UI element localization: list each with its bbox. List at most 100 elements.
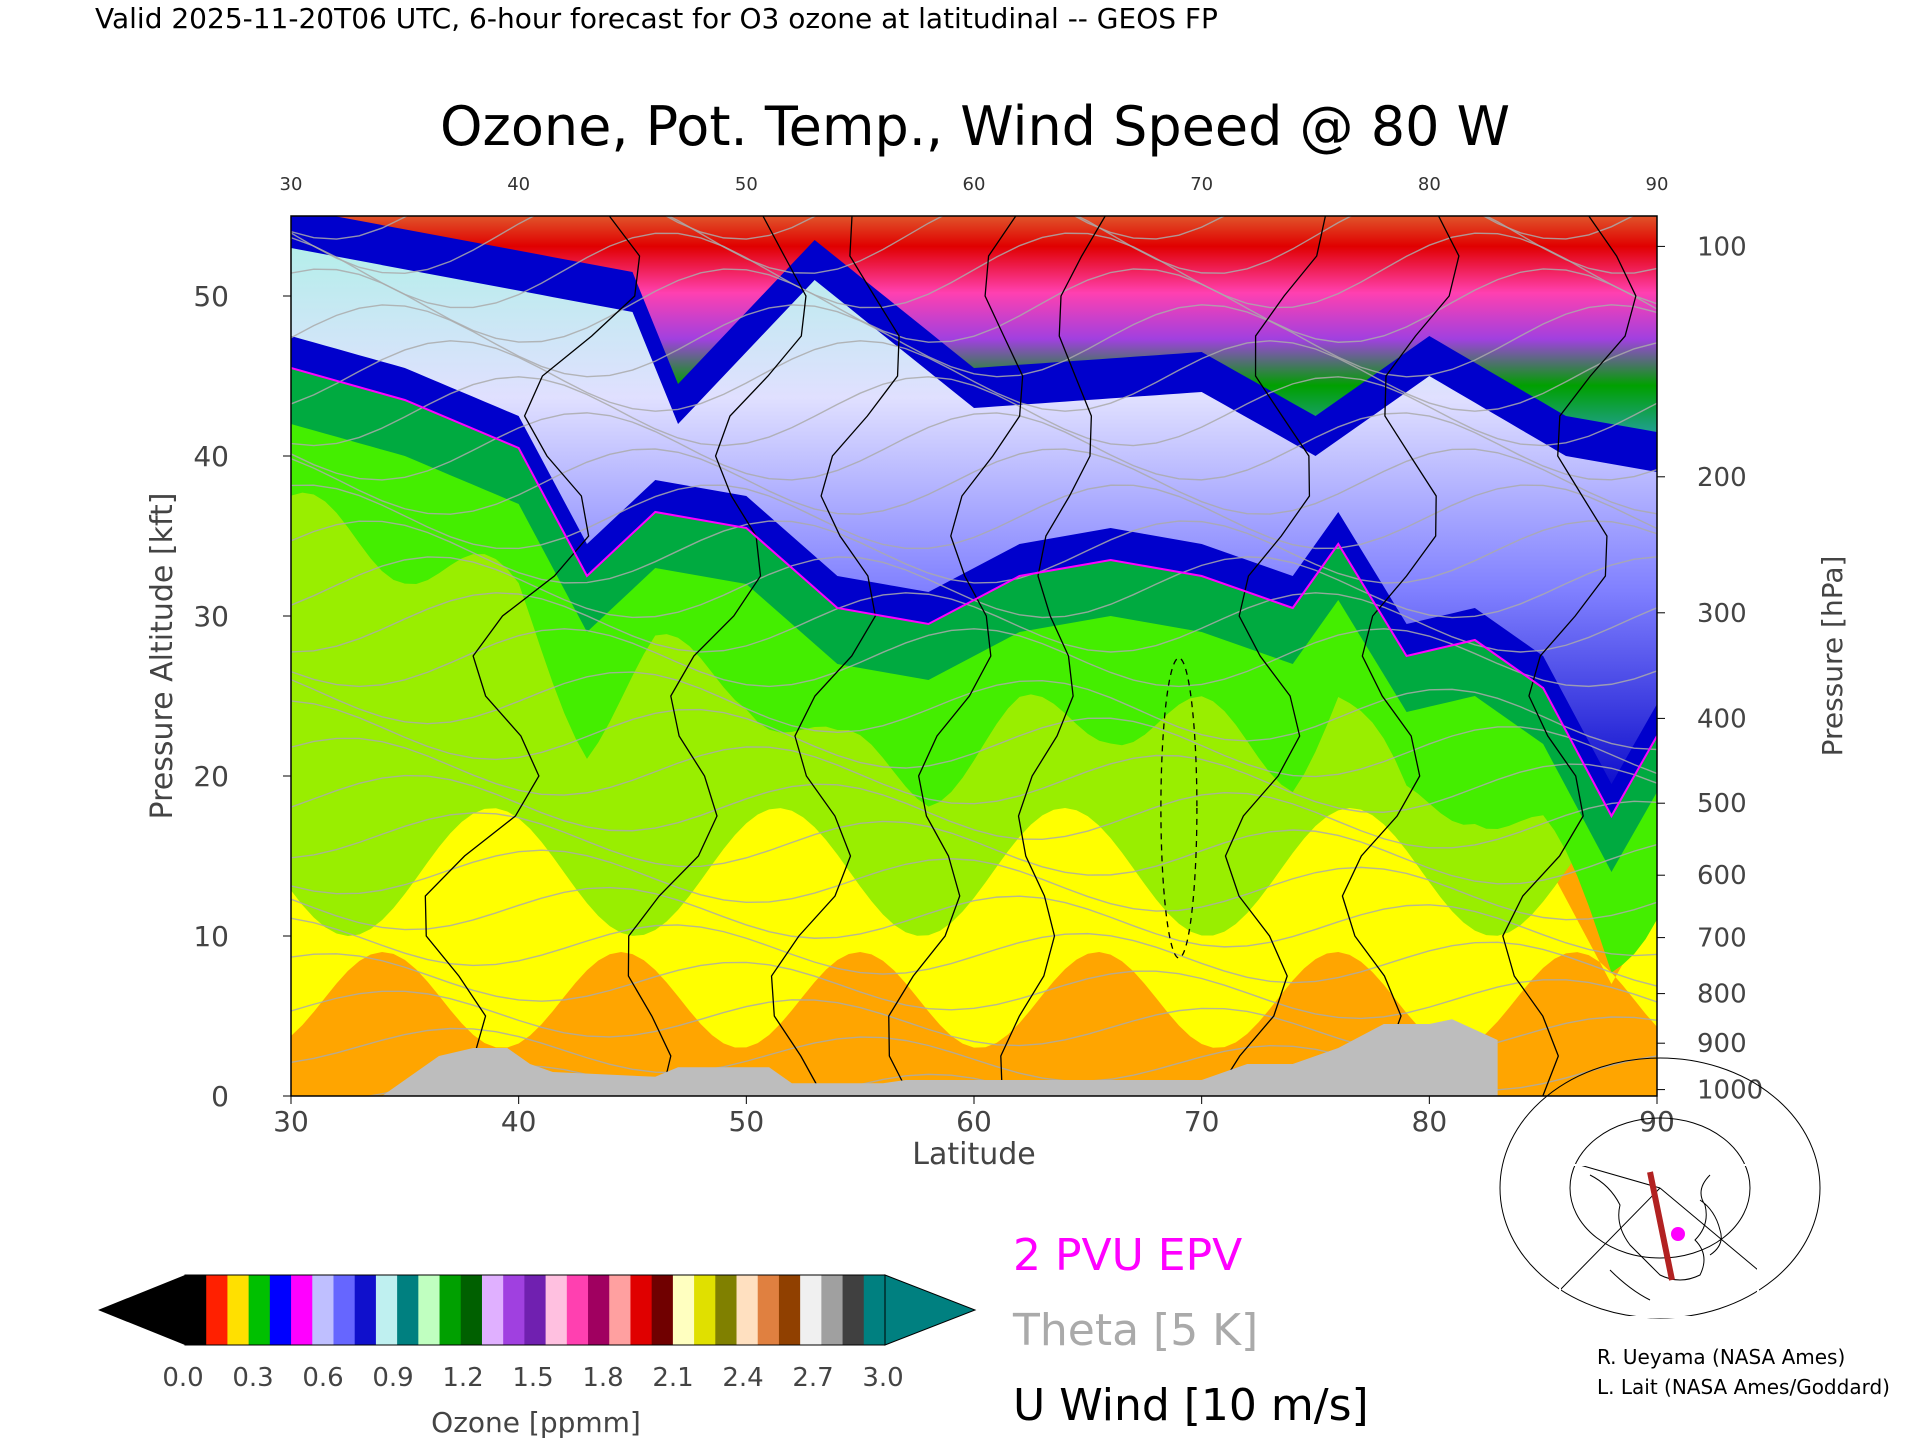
y-tick-label: 10 — [193, 920, 229, 953]
epv-2pvu-line — [291, 367, 1657, 819]
theta-contour — [291, 304, 1657, 378]
top-tick-label: 70 — [1190, 174, 1213, 195]
pressure-tick-label: 100 — [1697, 232, 1747, 262]
colorbar-tick-label: 0.9 — [372, 1363, 413, 1393]
top-tick-label: 80 — [1418, 174, 1441, 195]
pressure-tick-label: 400 — [1697, 704, 1747, 734]
uwind-contour — [888, 216, 1024, 1096]
pressure-tick-label: 600 — [1697, 861, 1747, 891]
x-tick-label: 40 — [501, 1105, 537, 1138]
colorbar-segment — [418, 1275, 441, 1345]
colorbar-tick-label: 2.7 — [792, 1363, 833, 1393]
top-axis: 30 40 50 60 70 80 90 — [280, 174, 1669, 195]
uwind-contour — [1213, 216, 1327, 1096]
colorbar-segments — [184, 1274, 886, 1346]
theta-contour — [291, 671, 1657, 751]
top-tick-label: 90 — [1646, 174, 1669, 195]
y-tick-label: 20 — [193, 760, 229, 793]
colorbar-segment — [800, 1275, 822, 1345]
uwind-contour — [770, 216, 900, 1096]
valid-time-header: Valid 2025-11-20T06 UTC, 6-hour forecast… — [95, 2, 1218, 35]
theta-contour — [291, 232, 1657, 309]
colorbar-tick-label: 1.8 — [582, 1363, 623, 1393]
colorbar-tick-label: 3.0 — [862, 1363, 903, 1393]
ozone-band-tropopause — [291, 328, 1657, 816]
left-axis: 0 10 20 30 40 50 — [193, 280, 291, 1113]
colorbar-segment — [842, 1275, 865, 1345]
colorbar-tick-labels: 0.0 0.3 0.6 0.9 1.2 1.5 1.8 2.1 2.4 2.7 3.0 — [162, 1363, 903, 1393]
colorbar-segment — [312, 1275, 334, 1345]
top-tick-label: 50 — [735, 174, 758, 195]
pressure-tick-label: 1000 — [1697, 1076, 1763, 1106]
map-location-marker — [1671, 1227, 1685, 1241]
map-latitude-circle-inner — [1569, 1117, 1751, 1259]
pressure-tick-label: 200 — [1697, 463, 1747, 493]
x-tick-label: 60 — [956, 1105, 992, 1138]
colorbar-tick-label: 1.2 — [442, 1363, 483, 1393]
legend: 2 PVU EPV Theta [5 K] U Wind [10 m/s] — [1012, 1230, 1369, 1431]
pressure-tick-label: 500 — [1697, 789, 1747, 819]
map-meridian-1 — [1559, 1187, 1661, 1291]
theta-contour — [291, 628, 1657, 688]
theta-contour — [291, 592, 1657, 653]
colorbar-tick-label: 2.1 — [652, 1363, 693, 1393]
x-tick-label: 90 — [1639, 1105, 1675, 1138]
colorbar-label: Ozone [ppmm] — [431, 1406, 641, 1439]
theta-contour — [291, 849, 1657, 921]
colorbar-segment — [206, 1275, 228, 1345]
uwind-contour — [424, 216, 641, 1096]
colorbar-segment — [630, 1275, 653, 1345]
theta-contour — [291, 700, 1657, 778]
y-tick-label: 50 — [193, 280, 229, 313]
theta-contour — [291, 812, 1657, 885]
pressure-tick-label: 800 — [1697, 980, 1747, 1010]
uwind-contour — [1000, 216, 1106, 1096]
map-coastlines — [1589, 1174, 1722, 1301]
colorbar-tick-label: 1.5 — [512, 1363, 553, 1393]
colorbar-segment — [460, 1275, 483, 1345]
theta-contour — [291, 448, 1657, 515]
y-tick-label: 30 — [193, 600, 229, 633]
colorbar-segment — [757, 1275, 780, 1345]
x-axis: 30 40 50 60 70 80 90 — [273, 1096, 1675, 1138]
ozone-band-tropopause-green — [291, 360, 1657, 872]
theta-contour — [291, 737, 1657, 813]
colorbar-segment — [481, 1275, 504, 1345]
pressure-tick-label: 700 — [1697, 924, 1747, 954]
colorbar-segment — [566, 1275, 589, 1345]
y-tick-label: 40 — [193, 440, 229, 473]
pressure-tick-label: 300 — [1697, 599, 1747, 629]
theta-contour — [291, 340, 1657, 412]
theta-contour — [291, 917, 1657, 987]
terrain — [382, 1019, 1498, 1096]
colorbar-segment — [227, 1275, 250, 1345]
right-axis: 100 200 300 400 500 600 700 800 900 1000 — [1657, 232, 1763, 1106]
theta-contour — [291, 953, 1657, 1020]
colorbar-segment — [672, 1275, 695, 1345]
colorbar-segment — [588, 1275, 610, 1345]
uwind-contour — [1502, 216, 1637, 1096]
top-tick-label: 30 — [280, 174, 303, 195]
colorbar-tick-label: 0.0 — [162, 1363, 203, 1393]
colorbar-tick-label: 2.4 — [722, 1363, 763, 1393]
theta-contour — [291, 484, 1657, 550]
theta-contour — [291, 268, 1657, 343]
top-tick-label: 60 — [963, 174, 986, 195]
x-axis-label: Latitude — [912, 1137, 1035, 1172]
colorbar-segment — [715, 1275, 738, 1345]
colorbar-segment — [333, 1275, 356, 1345]
location-map-inset — [1499, 1057, 1821, 1319]
colorbar-segment — [354, 1275, 377, 1345]
y-tick-label: 0 — [211, 1080, 229, 1113]
theta-contour — [291, 412, 1657, 481]
colorbar-segment — [397, 1275, 419, 1345]
y-axis-label-right: Pressure [hPa] — [1816, 556, 1849, 757]
colorbar-segment — [291, 1275, 313, 1345]
colorbar-tick-label: 0.3 — [232, 1363, 273, 1393]
x-tick-label: 70 — [1184, 1105, 1220, 1138]
theta-contour — [291, 376, 1657, 447]
ozone-band-upper-troposphere — [291, 376, 1657, 973]
colorbar-segment — [736, 1275, 759, 1345]
colorbar-high-arrow — [884, 1274, 977, 1346]
theta-contour — [291, 774, 1657, 849]
